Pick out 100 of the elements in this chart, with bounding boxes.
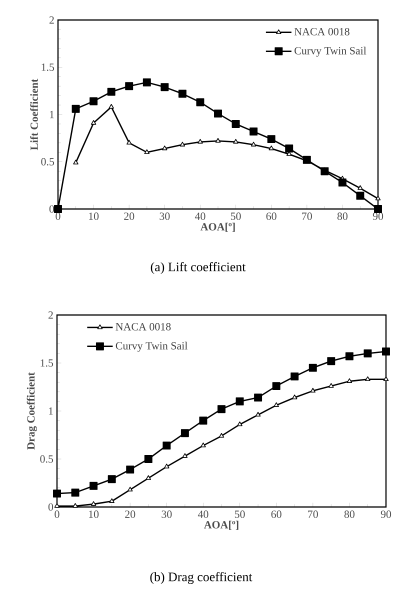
x-tick-label: 50	[234, 510, 245, 518]
point	[90, 482, 98, 490]
x-tick-label: 90	[380, 510, 392, 518]
x-tick-label: 60	[271, 510, 282, 518]
point	[237, 421, 242, 426]
x-axis-title: AOA[º]	[204, 520, 238, 530]
point	[144, 455, 152, 463]
point	[108, 475, 116, 484]
point	[383, 376, 389, 382]
point	[72, 104, 80, 113]
point	[125, 82, 134, 90]
point	[346, 378, 352, 383]
point	[182, 453, 188, 458]
point	[107, 88, 116, 96]
legend-label: NACA 0018	[294, 28, 350, 36]
point	[72, 503, 78, 508]
text: (a) Lift coefficient	[150, 262, 246, 274]
point	[90, 120, 96, 125]
y-axis-title: Drag Coefficient	[26, 372, 37, 450]
point	[178, 90, 186, 98]
point	[255, 412, 261, 417]
point	[327, 357, 336, 366]
x-tick-label: 80	[337, 212, 348, 220]
point	[144, 149, 150, 154]
point	[382, 348, 390, 356]
y-tick-label: 1	[50, 110, 54, 118]
point	[365, 376, 370, 382]
point	[375, 196, 381, 200]
y-tick-label: 0.5	[40, 455, 54, 463]
point	[292, 394, 298, 400]
point	[200, 442, 206, 448]
x-tick-label: 20	[124, 212, 134, 220]
x-tick-label: 80	[344, 510, 354, 518]
y-tick-label: 1.5	[40, 359, 54, 367]
y-tick-label: 0.5	[41, 158, 54, 166]
point	[358, 185, 363, 190]
point	[250, 142, 256, 146]
point	[108, 104, 114, 109]
point	[285, 144, 294, 153]
point	[338, 178, 346, 187]
x-tick-label: 70	[302, 212, 312, 220]
point	[356, 192, 364, 200]
y-tick-label: 0	[48, 503, 54, 511]
x-tick-label: 10	[89, 212, 99, 220]
point	[274, 402, 279, 407]
point	[345, 352, 354, 360]
x-tick-label: 30	[162, 510, 172, 518]
point	[90, 97, 98, 106]
point	[164, 464, 170, 468]
point	[218, 405, 226, 414]
y-tick-label: 1.5	[42, 64, 54, 71]
x-tick-label: 60	[266, 212, 276, 220]
point	[54, 205, 62, 213]
point	[215, 138, 221, 143]
point	[267, 135, 276, 144]
x-tick-label: 30	[160, 212, 170, 220]
point	[364, 349, 372, 358]
point	[233, 138, 238, 144]
x-tick-label: 10	[89, 510, 99, 518]
point	[142, 78, 151, 86]
y-tick-label: 2	[49, 16, 54, 24]
point	[268, 146, 274, 150]
x-tick-label: 40	[194, 212, 206, 220]
point	[199, 416, 208, 425]
point	[218, 432, 224, 438]
point	[310, 388, 316, 393]
x-tick-label: 20	[125, 510, 136, 518]
legend-label: Curvy Twin Sail	[116, 342, 188, 352]
point	[180, 429, 189, 438]
x-tick-label: 40	[198, 510, 208, 518]
point	[162, 146, 168, 150]
x-tick-label: 50	[230, 212, 241, 220]
point	[232, 120, 240, 128]
point	[54, 503, 60, 508]
point	[180, 142, 186, 146]
point	[126, 140, 132, 145]
y-tick-label: 2	[48, 311, 53, 319]
x-tick-label: 70	[308, 510, 318, 518]
point	[320, 167, 329, 176]
point	[146, 475, 152, 480]
point	[53, 490, 61, 498]
point	[290, 372, 299, 380]
legend-label: Curvy Twin Sail	[294, 46, 366, 57]
point	[374, 205, 382, 213]
x-tick-label: 0	[54, 510, 60, 518]
point	[160, 83, 169, 92]
point	[272, 382, 280, 390]
point	[214, 110, 222, 118]
text: (b) Drag coefficient	[150, 572, 252, 584]
y-tick-label: 1	[48, 407, 53, 415]
x-axis-title: AOA[º]	[200, 222, 235, 232]
point	[250, 128, 258, 136]
point	[73, 160, 78, 164]
point	[254, 394, 262, 402]
point	[328, 383, 334, 388]
point	[162, 442, 171, 450]
y-axis-title: Lift Coefficient	[30, 78, 38, 150]
point	[236, 397, 244, 406]
point	[308, 364, 317, 372]
point	[109, 498, 114, 503]
